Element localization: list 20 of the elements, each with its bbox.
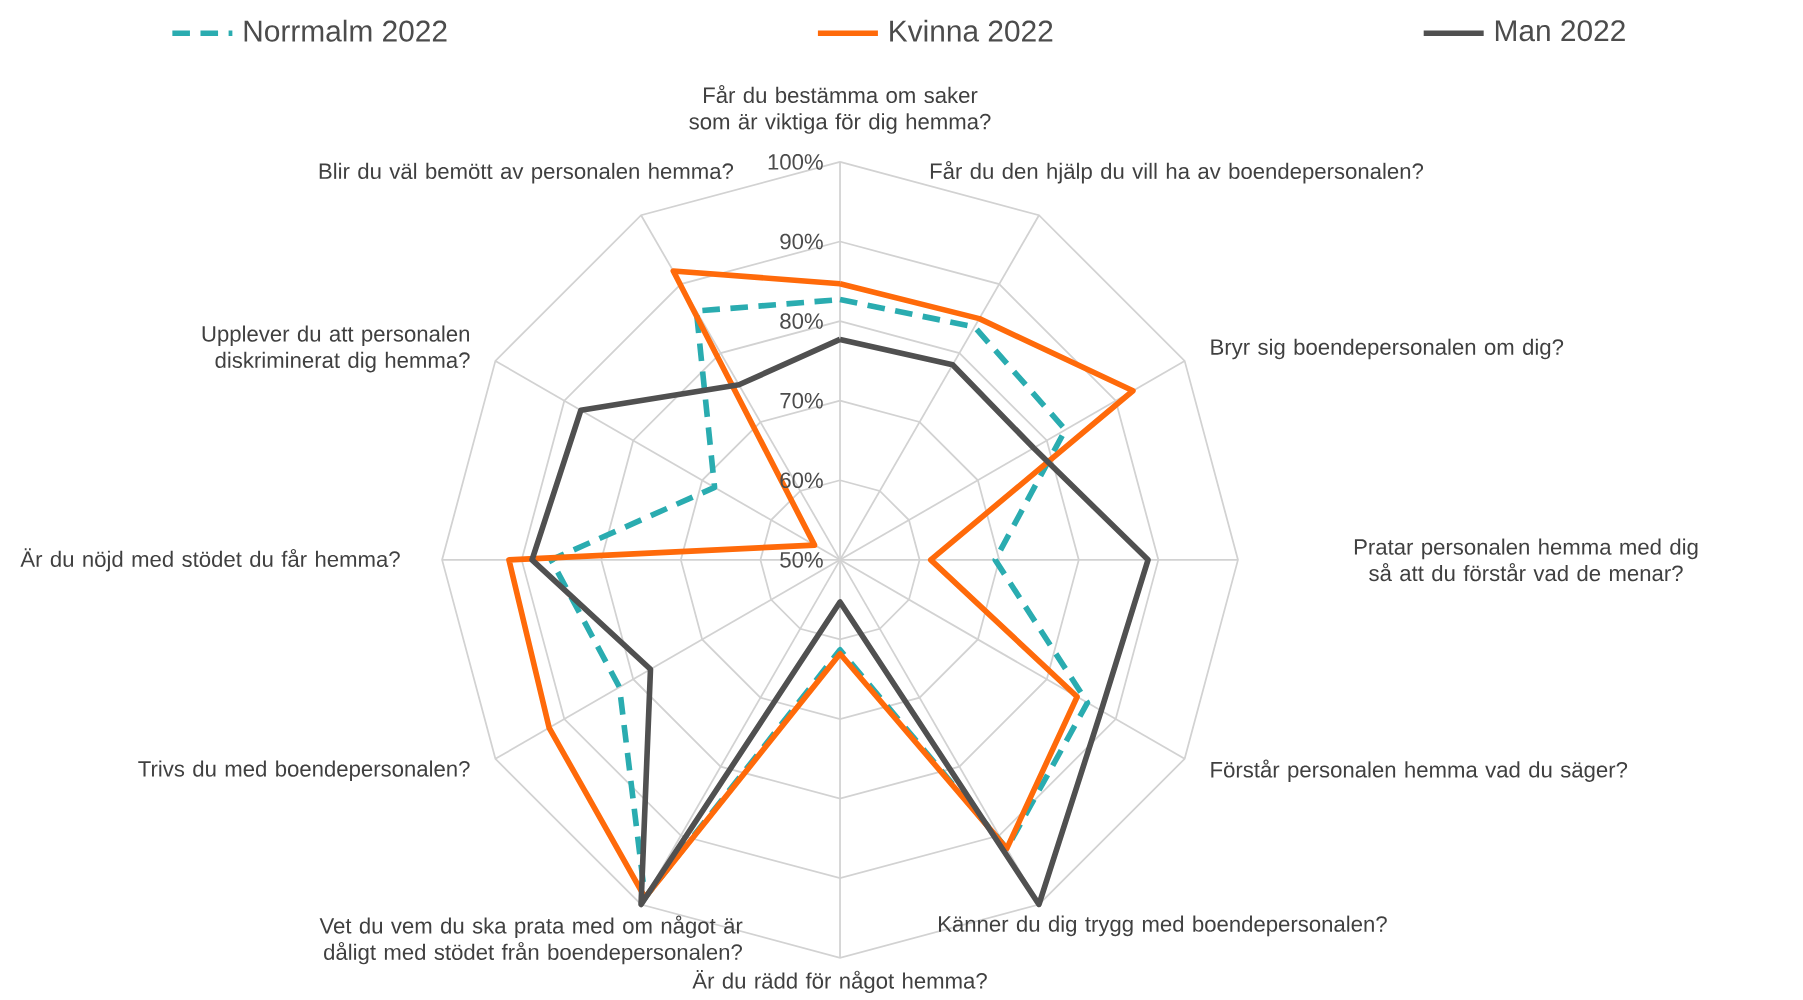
y-tick-label: 80% bbox=[780, 313, 823, 329]
spoke-label: Är du nöjd med stödet du får hemma? bbox=[20, 548, 400, 572]
spoke-label: Pratar personalen hemma med dig så att du förstår vad de menar? bbox=[1354, 538, 1698, 582]
spoke-label: Trivs du med boendepersonalen? bbox=[138, 760, 470, 782]
spoke-label: Får du bestämma om saker som är viktiga för dig hemma? bbox=[689, 85, 991, 134]
spoke-label: Vet du vem du ska prata med om något är dåligt med stödet från boendepersonalen? bbox=[319, 915, 743, 965]
spoke-label: Bryr sig boendepersonalen om dig? bbox=[1211, 338, 1564, 360]
legend-label: Man 2022 bbox=[1495, 20, 1625, 42]
spoke-label: Får du den hjälp du vill ha av boendepersonalen? bbox=[930, 161, 1424, 184]
legend-label: Norrmalm 2022 bbox=[244, 19, 447, 42]
spoke-label: Är du rädd för något hemma? bbox=[692, 969, 987, 994]
y-tick-label: 100% bbox=[768, 154, 823, 170]
spoke-label: Blir du väl bemött av personalen hemma? bbox=[319, 162, 734, 184]
spoke-label: Känner du dig trygg med boendepersonalen? bbox=[939, 915, 1387, 937]
y-tick-label: 50% bbox=[780, 552, 823, 568]
legend-label: Kvinna 2022 bbox=[890, 19, 1053, 42]
y-tick-label: 90% bbox=[780, 233, 823, 250]
spoke-label: Förstår personalen hemma vad du säger? bbox=[1211, 759, 1628, 782]
spoke-label: Upplever du att personalen diskriminerat dig hemma? bbox=[202, 325, 470, 373]
y-tick-label: 70% bbox=[780, 392, 823, 409]
